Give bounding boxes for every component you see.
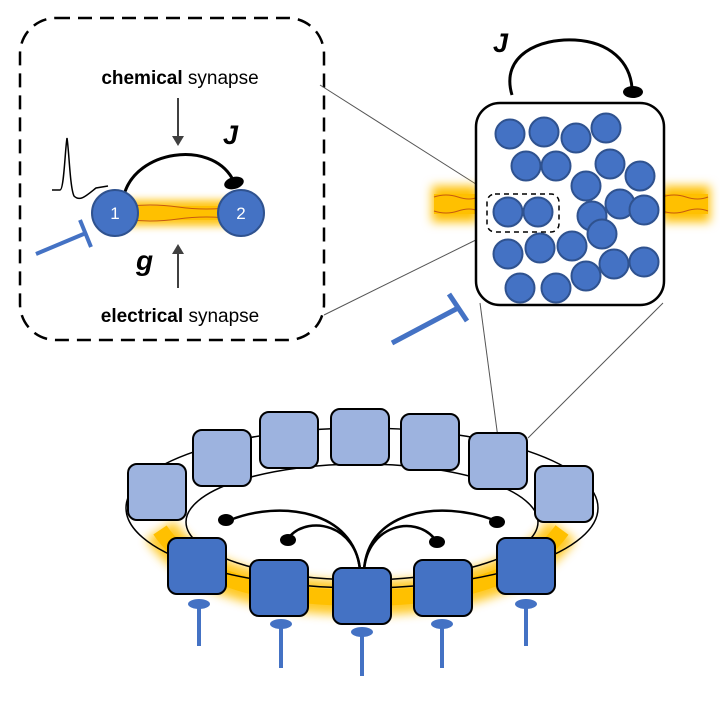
inset-input-bar: [78, 219, 93, 248]
population-recurrent-terminal: [623, 86, 643, 98]
zoom-line-ring-left: [479, 302, 499, 439]
ring-module-back: [192, 429, 252, 487]
ring-module-back: [468, 432, 528, 490]
spike-trace: [52, 137, 109, 200]
population-neuron: [628, 194, 660, 226]
population-neuron: [598, 248, 630, 280]
ring-module-front: [249, 559, 309, 617]
chemical-synapse-terminal: [224, 176, 244, 190]
population-gap-left: [434, 194, 478, 214]
population-gap-right-line1: [661, 194, 709, 200]
population-gap-left-line1: [433, 194, 479, 200]
lateral-terminal-far-right: [489, 516, 505, 528]
ring-external-inputs: [188, 599, 537, 676]
population-neuron: [590, 112, 622, 144]
gap-junction-band: [122, 206, 236, 220]
population-neuron: [492, 238, 524, 270]
ring-module-back: [400, 413, 460, 471]
ring-network: [125, 408, 599, 676]
chemical-synapse-label: chemical synapse: [101, 68, 258, 89]
ring-module-back: [534, 465, 594, 523]
neuron-2: [217, 189, 265, 237]
population-neuron: [504, 272, 536, 304]
ring-back-modules: [127, 408, 594, 523]
ring-module-back: [330, 408, 390, 466]
population-neuron: [628, 246, 660, 278]
ring-front-modules: [167, 537, 556, 625]
population-neuron: [492, 196, 524, 228]
population-neuron: [528, 116, 560, 148]
ring-module-front: [496, 537, 556, 595]
population-neuron: [540, 150, 572, 182]
population-neuron: [586, 218, 618, 250]
population-panel: J: [390, 28, 710, 346]
population-neuron: [570, 170, 602, 202]
population-neuron: [594, 148, 626, 180]
ring-module-front: [167, 537, 227, 595]
ring-module-front: [332, 567, 392, 625]
population-gap-right-line2: [661, 208, 709, 214]
electrical-synapse-label: electrical synapse: [101, 306, 259, 327]
population-input-stem: [390, 305, 460, 346]
population-input-bar: [446, 292, 470, 323]
neuron-1-label: 1: [110, 204, 119, 223]
lateral-arc-near-right: [362, 524, 435, 571]
inset-input-stem: [35, 231, 87, 256]
electrical-pointer-arrowhead: [172, 244, 184, 254]
ring-module-front: [413, 559, 473, 617]
inset-J-label: J: [223, 120, 239, 150]
population-neuron: [494, 118, 526, 150]
population-neuron: [560, 122, 592, 154]
lateral-terminal-near-right: [429, 536, 445, 548]
population-neuron: [510, 150, 542, 182]
zoom-line-ring-right: [527, 302, 664, 439]
chemical-pointer-arrowhead: [172, 136, 184, 146]
population-neuron: [556, 230, 588, 262]
lateral-terminal-far-left: [218, 514, 234, 526]
neuron-1: [91, 189, 139, 237]
ring-module-back: [127, 463, 187, 521]
highlighted-pair-box: [486, 193, 560, 233]
population-neuron: [524, 232, 556, 264]
inset-dashed-frame: [18, 16, 326, 342]
population-recurrent-arc: [508, 38, 634, 96]
population-neuron: [570, 260, 602, 292]
neuron-2-label: 2: [236, 204, 245, 223]
inset-g-label: g: [135, 245, 153, 276]
population-neurons: [492, 112, 660, 304]
zoom-line-inset-bottom: [323, 232, 491, 316]
ring-module-back: [259, 411, 319, 469]
lateral-arc-near-left: [289, 524, 362, 571]
population-neuron: [522, 196, 554, 228]
population-J-label: J: [493, 28, 509, 58]
zoom-line-inset-top: [319, 84, 491, 194]
inset-panel: chemical synapse J 1 2 g electrical syna…: [18, 16, 326, 342]
population-neuron: [540, 272, 572, 304]
lateral-terminal-near-left: [280, 534, 296, 546]
chemical-synapse-arc: [122, 153, 234, 196]
population-neuron: [624, 160, 656, 192]
population-gap-left-line2: [433, 208, 479, 214]
